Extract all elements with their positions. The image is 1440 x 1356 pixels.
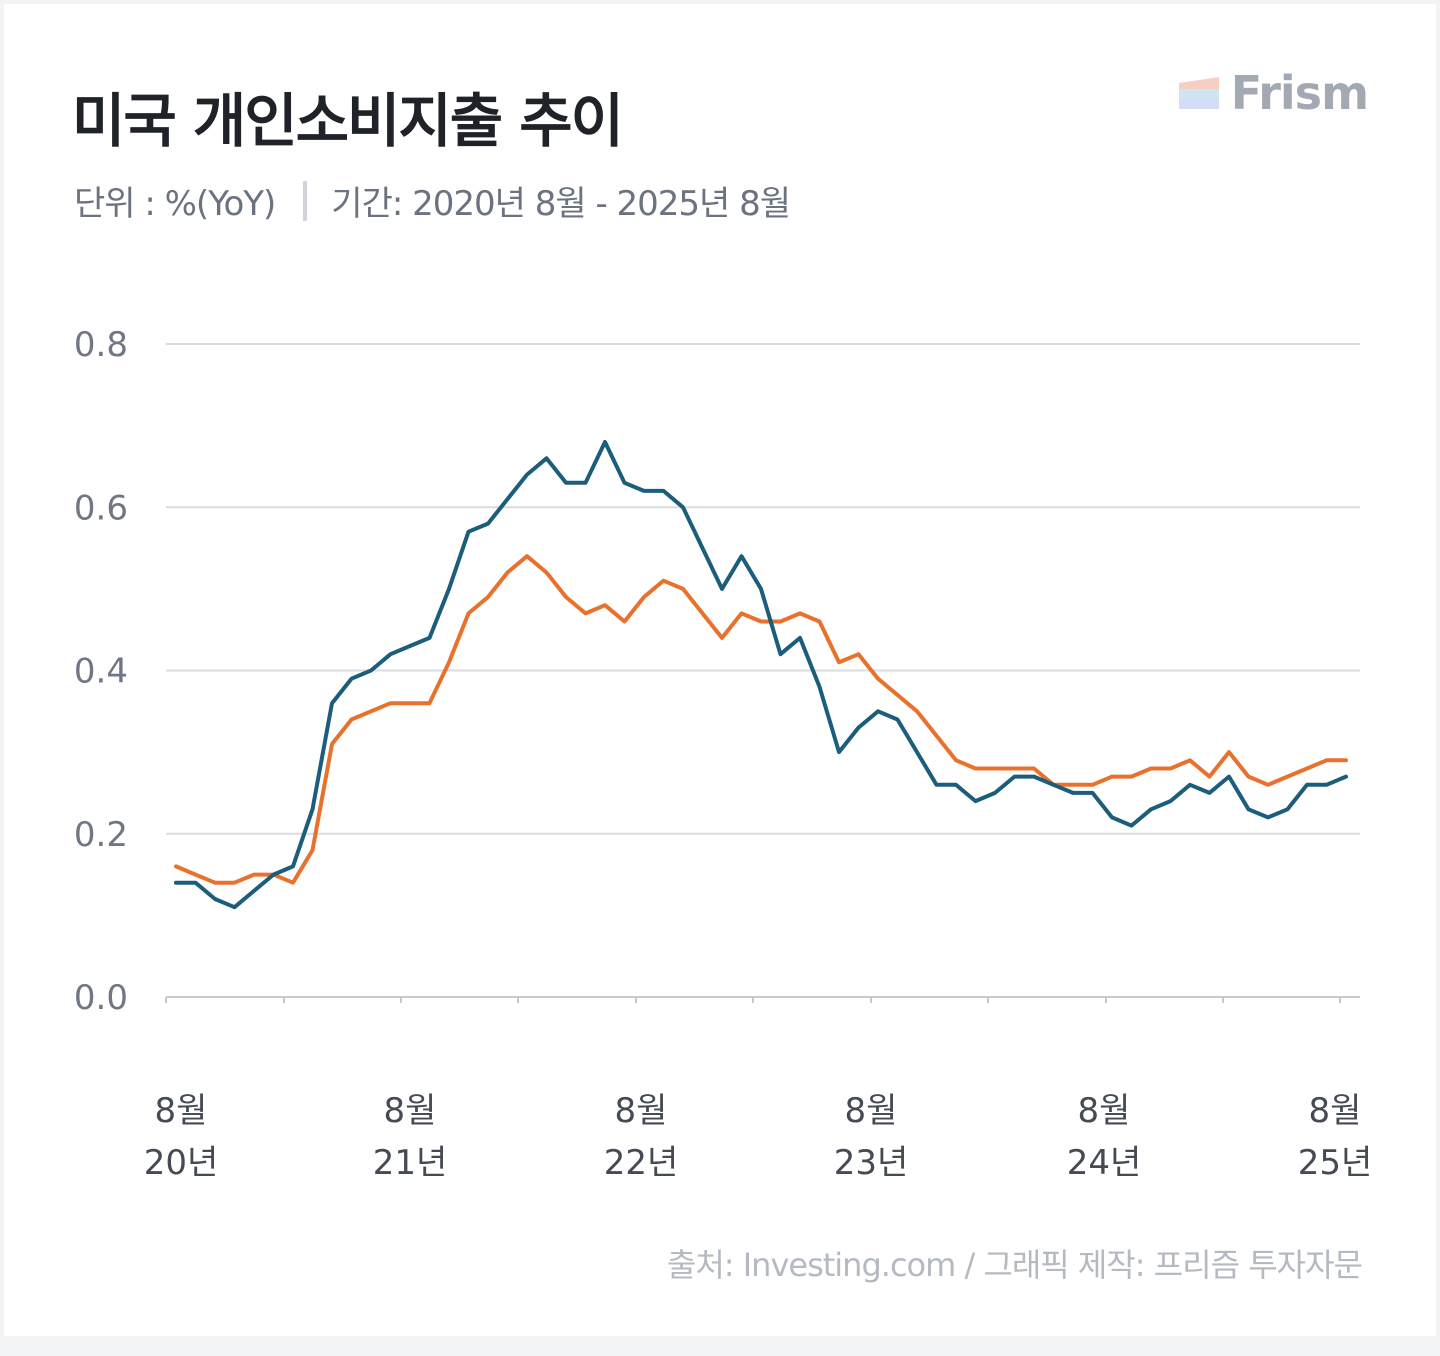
x-tick-year: 20년 bbox=[144, 1143, 219, 1183]
x-tick-year: 24년 bbox=[1067, 1143, 1142, 1183]
y-tick-label: 0.4 bbox=[74, 652, 128, 692]
x-tick-month: 8월 bbox=[155, 1091, 208, 1131]
x-tick-month: 8월 bbox=[845, 1091, 898, 1131]
y-tick-label: 0.6 bbox=[74, 488, 128, 528]
chart-subtitle: 단위 : %(YoY) 기간: 2020년 8월 - 2025년 8월 bbox=[74, 176, 791, 225]
series-line-1 bbox=[174, 440, 1348, 910]
series-line-2 bbox=[174, 554, 1348, 885]
source-credit: 출처: Investing.com / 그래픽 제작: 프리즘 투자자문 bbox=[666, 1246, 1363, 1284]
x-tick-year: 23년 bbox=[834, 1143, 909, 1183]
x-tick-month: 8월 bbox=[615, 1091, 668, 1131]
y-tick-label: 0.2 bbox=[74, 815, 128, 855]
chart-title: 미국 개인소비지출 추이 bbox=[72, 87, 624, 155]
frism-logo-icon bbox=[1178, 77, 1219, 109]
logo-wordmark: Frism bbox=[1230, 66, 1369, 120]
unit-label: 단위 : %(YoY) bbox=[74, 184, 276, 224]
x-tick-month: 8월 bbox=[384, 1091, 437, 1131]
x-axis bbox=[165, 996, 1360, 1003]
x-tick-year: 25년 bbox=[1298, 1143, 1373, 1183]
y-axis-ticks: 0.0 0.2 0.4 0.6 0.8 bbox=[74, 325, 128, 1018]
period-label: 기간: 2020년 8월 - 2025년 8월 bbox=[331, 184, 791, 224]
brand-logo: Frism bbox=[1178, 66, 1369, 120]
x-tick-year: 21년 bbox=[373, 1143, 448, 1183]
y-tick-label: 0.0 bbox=[74, 978, 128, 1018]
grid-lines bbox=[166, 343, 1360, 835]
y-tick-label: 0.8 bbox=[74, 325, 128, 365]
x-tick-month: 8월 bbox=[1309, 1091, 1362, 1131]
subtitle-divider bbox=[303, 180, 308, 221]
x-tick-year: 22년 bbox=[604, 1143, 679, 1183]
x-axis-labels: 8월 20년 8월 21년 8월 22년 8월 23년 8월 24년 8월 25년 bbox=[144, 1091, 1373, 1183]
series-lines bbox=[174, 440, 1348, 910]
x-tick-month: 8월 bbox=[1078, 1091, 1131, 1131]
